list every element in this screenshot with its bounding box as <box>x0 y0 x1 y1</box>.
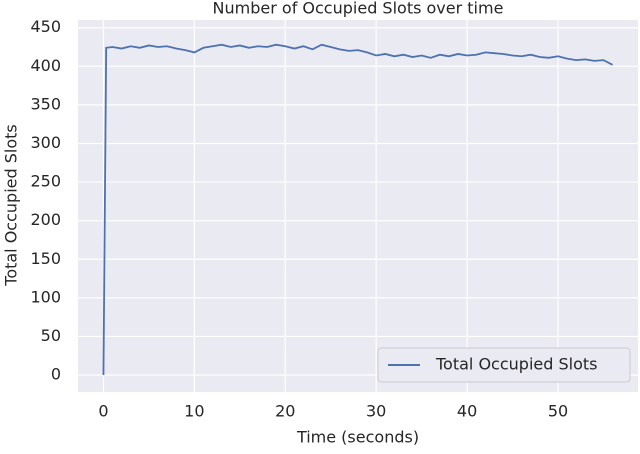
legend-label: Total Occupied Slots <box>435 355 597 374</box>
x-tick-label: 50 <box>548 402 568 421</box>
chart-title: Number of Occupied Slots over time <box>213 0 504 18</box>
x-tick-label: 10 <box>184 402 204 421</box>
y-tick-label: 400 <box>30 56 61 75</box>
y-tick-label: 200 <box>30 210 61 229</box>
x-tick-label: 40 <box>457 402 477 421</box>
x-tick-label: 20 <box>275 402 295 421</box>
x-axis-label: Time (seconds) <box>296 428 419 447</box>
y-tick-label: 350 <box>30 94 61 113</box>
y-tick-label: 150 <box>30 249 61 268</box>
y-tick-label: 450 <box>30 17 61 36</box>
y-axis-label: Total Occupied Slots <box>2 124 21 286</box>
y-tick-label: 0 <box>51 365 61 384</box>
y-tick-label: 100 <box>30 287 61 306</box>
line <box>102 43 613 376</box>
x-tick-label: 30 <box>366 402 386 421</box>
y-tick-label: 300 <box>30 133 61 152</box>
legend-box <box>377 347 631 383</box>
y-tick-label: 250 <box>30 172 61 191</box>
x-tick-label: 0 <box>98 402 108 421</box>
y-tick-label: 50 <box>41 326 61 345</box>
plot-area <box>78 20 638 392</box>
